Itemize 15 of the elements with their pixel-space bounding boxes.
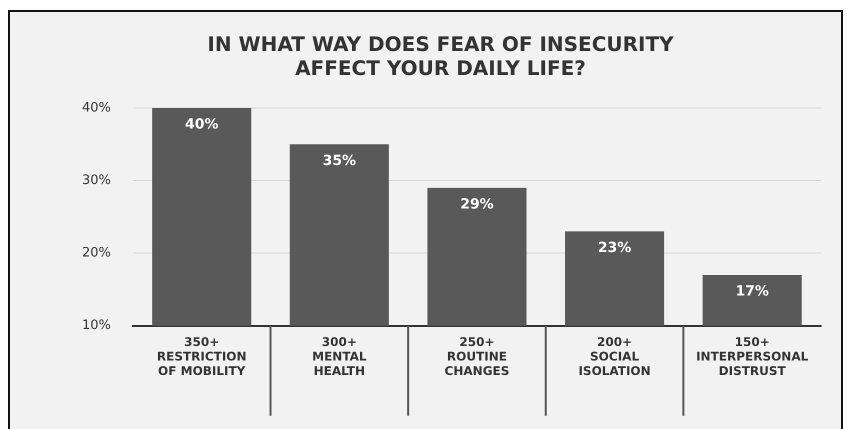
y-tick-label: 40% [82,100,111,116]
x-tick-label: 350+ RESTRICTION OF MOBILITY [156,335,247,378]
x-tick-label: 250+ ROUTINE CHANGES [444,335,510,378]
y-tick-label: 20% [82,246,111,261]
data-label: 35% [322,152,356,169]
x-tick-label: 150+ INTERPERSONAL DISTRUST [696,335,809,378]
data-label: 17% [735,284,769,300]
y-tick-label: 10% [82,318,111,334]
x-tick-label: 200+ SOCIAL ISOLATION [578,335,651,378]
data-label: 29% [460,196,494,212]
chart-title: IN WHAT WAY DOES FEAR OF INSECURITY AFFECT YOUR DAILY LIFE? [207,32,674,80]
x-tick-label: 300+ MENTAL HEALTH [312,335,367,378]
y-tick-label: 30% [82,172,111,188]
data-label: 23% [598,240,632,256]
data-label: 40% [184,116,218,133]
